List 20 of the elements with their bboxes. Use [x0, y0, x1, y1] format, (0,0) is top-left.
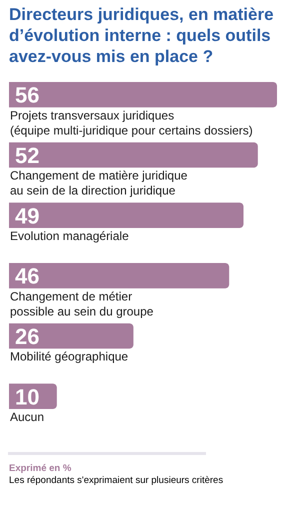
data-label: 26: [15, 324, 40, 350]
data-label: 46: [15, 264, 40, 289]
y-tick-label: Mobilité géographique: [10, 350, 128, 364]
bar: [9, 323, 134, 349]
text: Les répondants s'exprimaient sur plusieurs critères: [9, 475, 224, 487]
y-tick-label: Aucun: [10, 410, 44, 424]
y-tick-label: Evolution managériale: [10, 229, 130, 244]
bar: [9, 82, 277, 108]
y-tick-label: Changement de matière juridique au sein de la direction juridique: [10, 168, 188, 198]
chart-title: Directeurs juridiques, en matière d’évolution interne : quels outils avez-vous mis en place ?: [9, 5, 274, 66]
bar: [9, 142, 258, 168]
data-label: 56: [15, 82, 40, 108]
text: Exprimé en %: [9, 463, 72, 475]
data-label: 10: [15, 384, 40, 410]
y-tick-label: Projets transversaux juridiques (équipe multi-juridique pour certains dossiers): [10, 108, 253, 138]
y-tick-label: Changement de métier possible au sein du groupe: [10, 289, 154, 318]
bar: [9, 202, 244, 228]
data-label: 52: [15, 143, 40, 168]
data-label: 49: [15, 203, 40, 228]
bar: [9, 263, 230, 288]
